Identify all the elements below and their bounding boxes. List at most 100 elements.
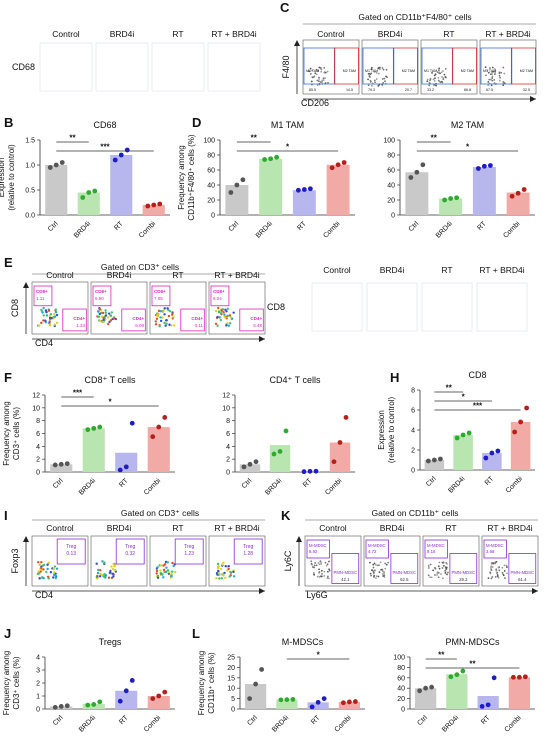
- event-dot: [370, 84, 373, 87]
- event-dot: [43, 563, 46, 567]
- event-dot: [490, 565, 493, 568]
- event-dot: [42, 306, 45, 310]
- event-dot: [373, 562, 376, 565]
- event-dot: [112, 562, 115, 566]
- y-tick-label-F1: 4: [36, 444, 40, 451]
- data-point-D1-BRD4i: [268, 156, 274, 162]
- gate-value: 85.5: [309, 88, 316, 92]
- y-axis-label-L1: Frequency among: [197, 651, 206, 715]
- event-dot: [318, 78, 320, 80]
- bar-D1-Ctrl: [225, 185, 249, 215]
- data-point-F2-RT: [313, 468, 319, 474]
- panel-C: C Gated on CD11b⁺F4/80⁺ cells F4/80 CD206 Co…: [280, 0, 537, 108]
- data-point-H-Combi: [518, 419, 524, 425]
- chart-title-L1: M-MDSCs: [282, 637, 324, 647]
- event-dot: [162, 576, 165, 579]
- event-dot: [487, 84, 490, 87]
- y-tick-label-F2: 2: [226, 457, 230, 464]
- event-dot: [158, 324, 161, 328]
- event-dot: [217, 306, 220, 310]
- event-dot: [377, 575, 380, 578]
- panel-letter-G: G: [4, 0, 14, 3]
- event-dot: [384, 567, 387, 570]
- data-point-J-BRD4i: [97, 699, 103, 705]
- event-dot: [428, 84, 431, 87]
- data-point-D1-BRD4i: [262, 157, 268, 162]
- event-dot: [320, 569, 323, 572]
- x-tick-label-B: Combi: [138, 220, 158, 240]
- event-dot: [104, 311, 108, 314]
- gate-label: PMN-MDSC: [510, 570, 534, 575]
- event-dot: [311, 76, 314, 79]
- event-dot: [491, 576, 494, 578]
- x-tick-label-L1: BRD4i: [271, 714, 291, 734]
- event-dot: [498, 569, 501, 572]
- event-dot: [327, 81, 329, 84]
- y-tick-label-L2: 20: [397, 696, 405, 703]
- y-tick-label-L1: 5: [231, 696, 235, 703]
- data-point-B-Combi: [157, 201, 163, 207]
- event-dot: [216, 324, 219, 327]
- y-tick-label-D2: 80: [387, 153, 395, 160]
- event-dot: [104, 574, 108, 577]
- event-dot: [383, 570, 385, 573]
- bar-L1-RT: [307, 702, 329, 709]
- event-dot: [100, 315, 104, 318]
- event-dot: [107, 576, 111, 579]
- y-tick-label-J: 2: [36, 681, 40, 688]
- column-label-A: RT + BRD4i: [211, 29, 256, 39]
- data-point-L2-BRD4i: [454, 672, 460, 678]
- event-dot: [501, 571, 504, 574]
- event-dot: [102, 318, 105, 321]
- event-dot: [55, 321, 59, 325]
- bar-B-Ctrl: [45, 165, 68, 215]
- gate-value: 6.60: [95, 296, 104, 301]
- y-axis-label-B: Expression: [0, 158, 6, 198]
- y-tick-label-H: 6: [411, 408, 415, 415]
- event-dot: [439, 72, 442, 75]
- y-axis-label-H: Expression: [377, 410, 386, 450]
- data-point-H-RT: [489, 450, 495, 456]
- event-dot: [173, 570, 177, 574]
- bar-B-Combi: [142, 205, 165, 215]
- x-tick-label-F1: Ctrl: [52, 477, 65, 490]
- event-dot: [53, 315, 57, 318]
- event-dot: [495, 560, 498, 563]
- event-dot: [324, 561, 327, 564]
- gate-label: M-MDSC: [309, 543, 327, 548]
- event-dot: [321, 573, 323, 575]
- data-point-F1-Combi: [156, 424, 162, 430]
- gate-value: 33.2: [427, 88, 434, 92]
- gate-treg: [56, 538, 86, 565]
- y-tick-label-H: 0: [411, 468, 415, 475]
- event-dot: [47, 309, 51, 312]
- event-dot: [506, 566, 508, 568]
- event-dot: [326, 563, 329, 566]
- event-dot: [314, 562, 316, 564]
- event-dot: [229, 316, 233, 319]
- x-tick-label-J: Combi: [143, 714, 163, 734]
- event-dot: [318, 576, 321, 578]
- chart-title-D1: M1 TAM: [271, 120, 304, 130]
- data-point-B-RT: [118, 152, 124, 158]
- event-dot: [40, 321, 43, 325]
- chart-title-D2: M2 TAM: [451, 120, 484, 130]
- data-point-F2-Ctrl: [247, 461, 253, 467]
- y-tick-label-B: 1.0: [25, 163, 35, 170]
- event-dot: [438, 567, 441, 570]
- event-dot: [216, 566, 220, 570]
- event-dot: [427, 564, 430, 567]
- event-dot: [168, 323, 171, 326]
- data-point-F2-Combi: [337, 440, 343, 445]
- event-dot: [442, 77, 445, 79]
- event-dot: [485, 74, 487, 77]
- event-dot: [112, 317, 115, 320]
- y-tick-label-F1: 2: [36, 457, 40, 464]
- data-point-H-Ctrl: [425, 458, 431, 464]
- event-dot: [318, 572, 320, 574]
- bar-H-Ctrl: [424, 460, 445, 470]
- event-dot: [42, 314, 46, 317]
- data-point-H-Combi: [512, 429, 518, 435]
- event-dot: [375, 577, 377, 580]
- event-dot: [382, 68, 385, 71]
